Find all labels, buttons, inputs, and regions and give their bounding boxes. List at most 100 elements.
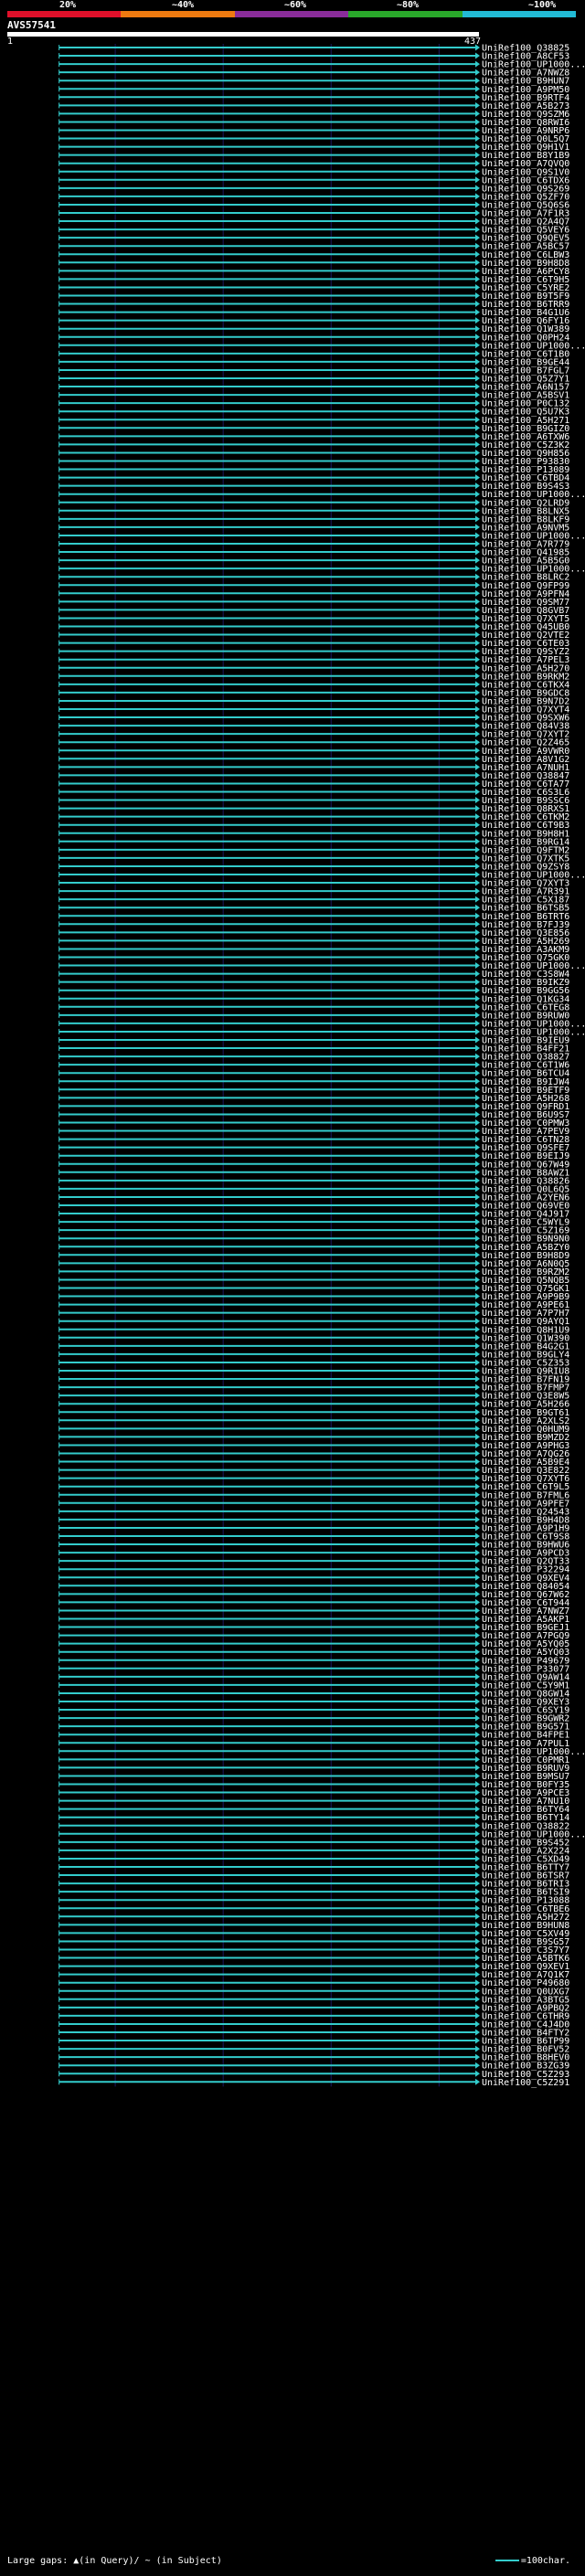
hit-label[interactable]: UniRef100_B0FV52 bbox=[482, 2045, 569, 2055]
hit-row[interactable]: UniRef100_Q8GVB7 bbox=[58, 606, 570, 616]
hit-row[interactable]: UniRef100_B9GWR2 bbox=[58, 1714, 570, 1724]
hit-row[interactable]: UniRef100_B9RUV9 bbox=[58, 1764, 570, 1774]
hit-row[interactable]: UniRef100_B6TTY7 bbox=[58, 1863, 570, 1873]
hit-label[interactable]: UniRef100_A7PUL1 bbox=[482, 1739, 569, 1749]
hit-row[interactable]: UniRef100_Q24543 bbox=[58, 1507, 570, 1517]
hit-row[interactable]: UniRef100_B9IJW4 bbox=[58, 1077, 570, 1087]
hit-label[interactable]: UniRef100_P49679 bbox=[482, 1656, 569, 1666]
hit-row[interactable]: UniRef100_Q9XEY3 bbox=[58, 1698, 570, 1708]
hit-row[interactable]: UniRef100_A7NU10 bbox=[58, 1797, 570, 1807]
hit-row[interactable]: UniRef100_A9PHG3 bbox=[58, 1441, 570, 1451]
hit-label[interactable]: UniRef100_B9SG57 bbox=[482, 1937, 569, 1947]
hit-label[interactable]: UniRef100_A9PE61 bbox=[482, 1300, 569, 1310]
hit-label[interactable]: UniRef100_B9HUN8 bbox=[482, 1921, 569, 1931]
hit-row[interactable]: UniRef100_C6TA77 bbox=[58, 779, 570, 790]
hit-row[interactable]: UniRef100_C5Z3K2 bbox=[58, 440, 570, 451]
hit-row[interactable]: UniRef100_C6T9B3 bbox=[58, 821, 570, 831]
hit-label[interactable]: UniRef100_Q67W49 bbox=[482, 1160, 569, 1170]
hit-row[interactable]: UniRef100_A5BSV1 bbox=[58, 391, 570, 401]
hit-label[interactable]: UniRef100_Q5NQB5 bbox=[482, 1276, 569, 1286]
hit-label[interactable]: UniRef100_C3S7Y7 bbox=[482, 1945, 569, 1956]
hit-label[interactable]: UniRef100_B9MSU7 bbox=[482, 1772, 569, 1782]
hit-label[interactable]: UniRef100_Q41985 bbox=[482, 548, 569, 558]
hit-label[interactable]: UniRef100_Q9XEV4 bbox=[482, 1574, 569, 1584]
hit-row[interactable]: UniRef100_B7FML6 bbox=[58, 1490, 570, 1500]
hit-row[interactable]: UniRef100_B6TRT6 bbox=[58, 912, 570, 922]
hit-row[interactable]: UniRef100_P13088 bbox=[58, 1896, 570, 1906]
hit-row[interactable]: UniRef100_C5XD49 bbox=[58, 1854, 570, 1864]
hit-label[interactable]: UniRef100_A2XLS2 bbox=[482, 1416, 569, 1426]
hit-label[interactable]: UniRef100_P32294 bbox=[482, 1565, 569, 1575]
hit-label[interactable]: UniRef100_C5Z353 bbox=[482, 1358, 569, 1368]
hit-row[interactable]: UniRef100_A9PCE3 bbox=[58, 1788, 570, 1798]
hit-label[interactable]: UniRef100_C5Z291 bbox=[482, 2078, 569, 2088]
hit-row[interactable]: UniRef100_Q8GW14 bbox=[58, 1689, 570, 1699]
hit-row[interactable]: UniRef100_UP1000... bbox=[58, 1027, 585, 1037]
hit-label[interactable]: UniRef100_C6TKM2 bbox=[482, 812, 569, 822]
hit-row[interactable]: UniRef100_P0C132 bbox=[58, 399, 570, 409]
hit-label[interactable]: UniRef100_B6TSI9 bbox=[482, 1888, 569, 1898]
hit-row[interactable]: UniRef100_Q8H1U9 bbox=[58, 1325, 570, 1335]
hit-row[interactable]: UniRef100_Q3E8W5 bbox=[58, 1392, 570, 1402]
hit-row[interactable]: UniRef100_A9PFN4 bbox=[58, 589, 570, 599]
hit-row[interactable]: UniRef100_B6TSB5 bbox=[58, 904, 570, 914]
hit-label[interactable]: UniRef100_Q9S1V0 bbox=[482, 167, 569, 177]
hit-label[interactable]: UniRef100_B6TP99 bbox=[482, 2037, 569, 2047]
hit-row[interactable]: UniRef100_A3BTG5 bbox=[58, 1995, 570, 2005]
hit-row[interactable]: UniRef100_UP1000... bbox=[58, 490, 585, 500]
hit-row[interactable]: UniRef100_UP1000... bbox=[58, 60, 585, 70]
hit-row[interactable]: UniRef100_B4G2G1 bbox=[58, 1341, 570, 1352]
hit-row[interactable]: UniRef100_Q9S1V0 bbox=[58, 167, 570, 177]
hit-row[interactable]: UniRef100_C5Y9M1 bbox=[58, 1680, 570, 1691]
hit-row[interactable]: UniRef100_B6U9S7 bbox=[58, 1110, 570, 1120]
hit-label[interactable]: UniRef100_B9H8H1 bbox=[482, 829, 569, 839]
hit-label[interactable]: UniRef100_C6TE03 bbox=[482, 639, 569, 649]
hit-row[interactable]: UniRef100_A9PBQ2 bbox=[58, 2003, 570, 2013]
hit-row[interactable]: UniRef100_A5AKP1 bbox=[58, 1615, 570, 1625]
hit-row[interactable]: UniRef100_P49680 bbox=[58, 1978, 570, 1988]
hit-row[interactable]: UniRef100_A9NVM5 bbox=[58, 523, 570, 533]
hit-row[interactable]: UniRef100_Q1W389 bbox=[58, 324, 570, 334]
hit-label[interactable]: UniRef100_A7PEV9 bbox=[482, 1127, 569, 1137]
hit-row[interactable]: UniRef100_B9RZM2 bbox=[58, 1267, 570, 1277]
hit-label[interactable]: UniRef100_C6T1W6 bbox=[482, 1061, 569, 1071]
hit-label[interactable]: UniRef100_A2X224 bbox=[482, 1846, 569, 1856]
hit-label[interactable]: UniRef100_UP1000... bbox=[482, 1019, 585, 1029]
hit-label[interactable]: UniRef100_A7QVQ0 bbox=[482, 159, 569, 169]
hit-label[interactable]: UniRef100_Q75GK1 bbox=[482, 1284, 569, 1294]
hit-row[interactable]: UniRef100_Q7XYT5 bbox=[58, 614, 570, 624]
hit-row[interactable]: UniRef100_Q69VE0 bbox=[58, 1202, 570, 1212]
hit-label[interactable]: UniRef100_A2YEN6 bbox=[482, 1193, 569, 1203]
hit-row[interactable]: UniRef100_B6TY14 bbox=[58, 1813, 570, 1823]
hit-row[interactable]: UniRef100_C6T1B0 bbox=[58, 349, 570, 359]
hit-row[interactable]: UniRef100_P33077 bbox=[58, 1664, 570, 1674]
hit-row[interactable]: UniRef100_Q2A4Q7 bbox=[58, 217, 570, 228]
hit-row[interactable]: UniRef100_Q9AYQ1 bbox=[58, 1317, 570, 1327]
hit-row[interactable]: UniRef100_Q75GK0 bbox=[58, 953, 570, 963]
hit-label[interactable]: UniRef100_P13089 bbox=[482, 465, 569, 475]
hit-label[interactable]: UniRef100_Q9AW14 bbox=[482, 1672, 569, 1682]
hit-row[interactable]: UniRef100_B9GE44 bbox=[58, 357, 570, 367]
hit-row[interactable]: UniRef100_B9N7D2 bbox=[58, 696, 570, 706]
hit-row[interactable]: UniRef100_B6TY64 bbox=[58, 1805, 570, 1815]
hit-row[interactable]: UniRef100_A5H269 bbox=[58, 937, 570, 947]
hit-row[interactable]: UniRef100_Q38822 bbox=[58, 1821, 570, 1831]
hit-label[interactable]: UniRef100_B9N9N0 bbox=[482, 1235, 569, 1245]
hit-row[interactable]: UniRef100_C6T1W6 bbox=[58, 1061, 570, 1071]
hit-label[interactable]: UniRef100_B0FY35 bbox=[482, 1780, 569, 1790]
hit-row[interactable]: UniRef100_UP1000... bbox=[58, 961, 585, 971]
hit-row[interactable]: UniRef100_Q5ZF70 bbox=[58, 192, 570, 202]
hit-label[interactable]: UniRef100_UP1000... bbox=[482, 490, 585, 500]
hit-row[interactable]: UniRef100_Q9SM77 bbox=[58, 598, 570, 608]
hit-label[interactable]: UniRef100_A5BTK6 bbox=[482, 1954, 569, 1964]
hit-row[interactable]: UniRef100_A9P9B9 bbox=[58, 1292, 570, 1302]
hit-label[interactable]: UniRef100_Q6FY16 bbox=[482, 316, 569, 326]
hit-row[interactable]: UniRef100_A9PE61 bbox=[58, 1300, 570, 1310]
hit-label[interactable]: UniRef100_C5Z3K2 bbox=[482, 440, 569, 451]
hit-row[interactable]: UniRef100_Q38827 bbox=[58, 1053, 570, 1063]
hit-label[interactable]: UniRef100_UP1000... bbox=[482, 1027, 585, 1037]
hit-row[interactable]: UniRef100_UP1000... bbox=[58, 1829, 585, 1839]
hit-row[interactable]: UniRef100_A5H272 bbox=[58, 1913, 570, 1923]
hit-label[interactable]: UniRef100_B6TY64 bbox=[482, 1805, 569, 1815]
hit-label[interactable]: UniRef100_UP1000... bbox=[482, 1829, 585, 1839]
